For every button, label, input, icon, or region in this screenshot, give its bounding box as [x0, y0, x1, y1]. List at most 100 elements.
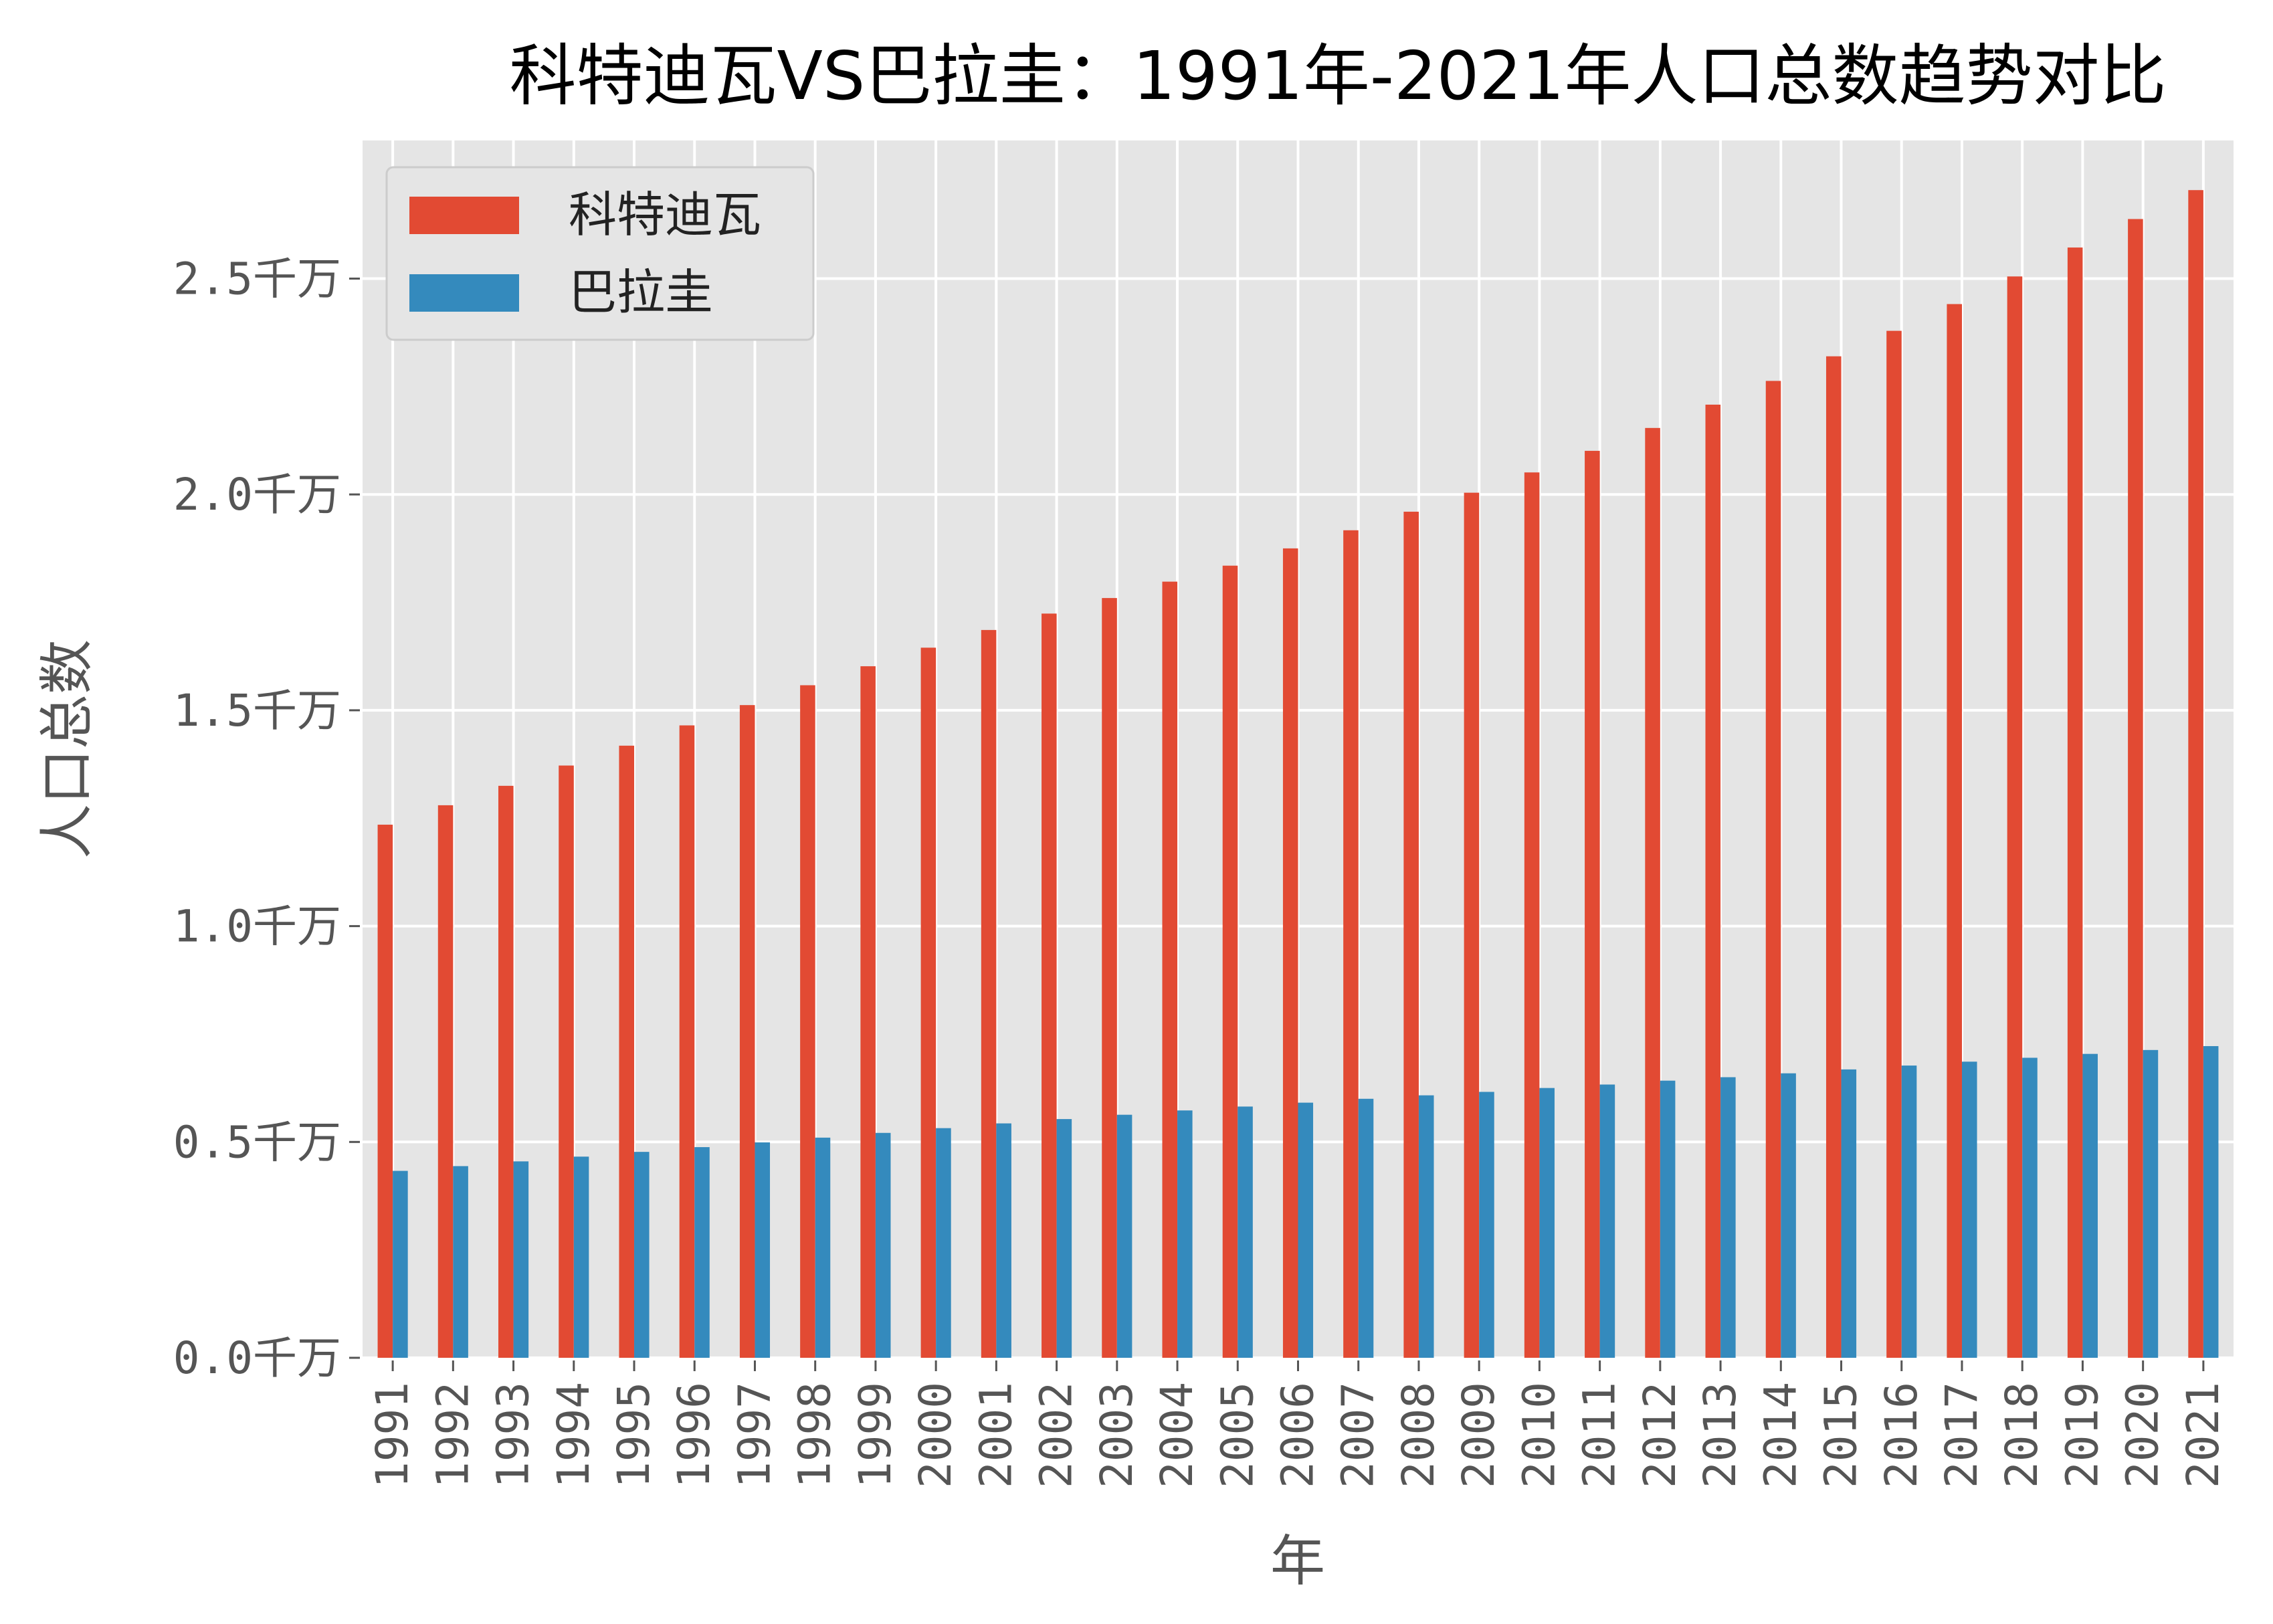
x-tick-label: 1994 [548, 1382, 599, 1488]
x-tick-label: 2007 [1332, 1382, 1384, 1488]
bar-cote-divoire-1992 [437, 805, 454, 1358]
bar-paraguay-2006 [1298, 1102, 1314, 1358]
bar-cote-divoire-2000 [920, 647, 936, 1358]
y-axis-label: 人口总数 [35, 639, 99, 859]
x-tick-label: 2001 [970, 1382, 1021, 1488]
bar-cote-divoire-2003 [1102, 598, 1117, 1358]
bar-cote-divoire-2001 [981, 629, 997, 1358]
y-tick-label: 1.0千万 [173, 901, 341, 952]
bar-paraguay-2010 [1539, 1088, 1555, 1358]
y-tick-label: 1.5千万 [173, 685, 341, 736]
y-tick-label: 0.0千万 [173, 1332, 341, 1384]
bar-cote-divoire-2015 [1825, 356, 1842, 1358]
x-tick-label: 2010 [1513, 1382, 1565, 1488]
x-tick-label: 1997 [728, 1382, 780, 1488]
bar-paraguay-1997 [755, 1142, 771, 1358]
bar-paraguay-1998 [815, 1137, 831, 1358]
bar-cote-divoire-1993 [498, 785, 514, 1358]
bar-cote-divoire-2010 [1524, 472, 1540, 1358]
bar-paraguay-2002 [1056, 1119, 1072, 1358]
bar-cote-divoire-2004 [1162, 581, 1178, 1358]
bar-cote-divoire-2009 [1464, 492, 1480, 1358]
bar-cote-divoire-1999 [860, 666, 876, 1358]
x-tick-label: 2009 [1453, 1382, 1504, 1488]
bar-cote-divoire-2021 [2188, 190, 2203, 1358]
bar-cote-divoire-2020 [2128, 219, 2143, 1358]
bar-paraguay-2004 [1177, 1110, 1193, 1358]
bar-paraguay-2003 [1116, 1114, 1132, 1358]
bar-cote-divoire-2005 [1222, 565, 1238, 1358]
legend: 科特迪瓦 巴拉圭 [385, 166, 815, 341]
x-axis-ticks: 1991 1992 1993 1994 1995 1996 1997 1998 1999 2000… [367, 1360, 2229, 1488]
bar-paraguay-2017 [1961, 1061, 1977, 1358]
x-tick-label: 2019 [2056, 1382, 2108, 1488]
bar-cote-divoire-2016 [1886, 330, 1902, 1358]
bar-cote-divoire-1998 [800, 685, 815, 1358]
x-tick-label: 2002 [1031, 1382, 1082, 1488]
x-tick-label: 2020 [2117, 1382, 2169, 1488]
bar-paraguay-2014 [1781, 1073, 1796, 1358]
bar-cote-divoire-2006 [1282, 548, 1298, 1358]
bar-paraguay-2021 [2203, 1046, 2219, 1358]
legend-swatch-paraguay [409, 274, 519, 312]
bar-paraguay-2000 [936, 1128, 951, 1358]
bar-paraguay-2016 [1901, 1065, 1917, 1358]
bar-paraguay-1991 [393, 1171, 408, 1358]
x-tick-label: 2021 [2177, 1382, 2229, 1488]
bar-cote-divoire-2011 [1585, 451, 1600, 1358]
x-tick-label: 1995 [608, 1382, 660, 1488]
bar-cote-divoire-2018 [2007, 276, 2023, 1358]
bar-cote-divoire-2019 [2067, 247, 2083, 1358]
bar-cote-divoire-1996 [679, 725, 695, 1358]
bar-cote-divoire-1994 [559, 765, 574, 1358]
x-tick-label: 2018 [1996, 1382, 2048, 1488]
bar-paraguay-2018 [2022, 1057, 2038, 1358]
x-tick-label: 2017 [1936, 1382, 1987, 1488]
bar-paraguay-2013 [1720, 1077, 1736, 1358]
x-tick-label: 2013 [1694, 1382, 1746, 1488]
bar-paraguay-2012 [1660, 1080, 1676, 1358]
x-tick-label: 1993 [488, 1382, 539, 1488]
y-tick-label: 0.5千万 [173, 1116, 341, 1168]
bar-cote-divoire-2013 [1705, 404, 1721, 1358]
bar-paraguay-2007 [1358, 1098, 1374, 1358]
y-tick-label: 2.0千万 [173, 469, 341, 520]
y-axis-ticks: 0.0千万 0.5千万 1.0千万 1.5千万 2.0千万 2.5千万 [173, 253, 360, 1384]
bar-paraguay-1999 [875, 1132, 891, 1358]
x-axis-label: 年 [1270, 1530, 1325, 1593]
x-tick-label: 2003 [1091, 1382, 1143, 1488]
chart-title: 科特迪瓦VS巴拉圭：1991年-2021年人口总数趋势对比 [510, 37, 2167, 115]
x-tick-label: 1992 [427, 1382, 478, 1488]
x-tick-label: 2011 [1574, 1382, 1625, 1488]
x-tick-label: 2016 [1876, 1382, 1927, 1488]
bar-cote-divoire-1995 [619, 745, 635, 1358]
bar-cote-divoire-2008 [1403, 512, 1419, 1358]
bar-paraguay-1995 [634, 1152, 650, 1358]
bar-paraguay-1994 [573, 1156, 589, 1358]
x-tick-label: 1996 [668, 1382, 720, 1488]
bar-cote-divoire-2017 [1947, 304, 1962, 1358]
legend-label-cote-divoire: 科特迪瓦 [569, 187, 761, 243]
x-tick-label: 2004 [1151, 1382, 1203, 1488]
x-tick-label: 2008 [1393, 1382, 1444, 1488]
bar-paraguay-2011 [1599, 1084, 1615, 1358]
bar-paraguay-1996 [694, 1147, 710, 1358]
x-tick-label: 2005 [1211, 1382, 1263, 1488]
bar-paraguay-2009 [1479, 1092, 1494, 1358]
bar-cote-divoire-2007 [1343, 530, 1359, 1358]
bar-paraguay-2001 [996, 1123, 1011, 1358]
bar-cote-divoire-2002 [1042, 613, 1057, 1358]
bar-paraguay-2020 [2143, 1049, 2159, 1358]
x-tick-label: 2014 [1755, 1382, 1806, 1488]
x-tick-label: 2000 [910, 1382, 961, 1488]
bar-cote-divoire-2012 [1645, 427, 1660, 1358]
x-tick-label: 1999 [850, 1382, 901, 1488]
x-tick-label: 2006 [1272, 1382, 1324, 1488]
bar-cote-divoire-1991 [377, 824, 393, 1358]
x-tick-label: 1998 [789, 1382, 841, 1488]
bar-paraguay-2015 [1841, 1069, 1857, 1358]
legend-label-paraguay: 巴拉圭 [569, 264, 713, 320]
bar-paraguay-2019 [2082, 1053, 2098, 1358]
bar-paraguay-2005 [1238, 1106, 1253, 1358]
